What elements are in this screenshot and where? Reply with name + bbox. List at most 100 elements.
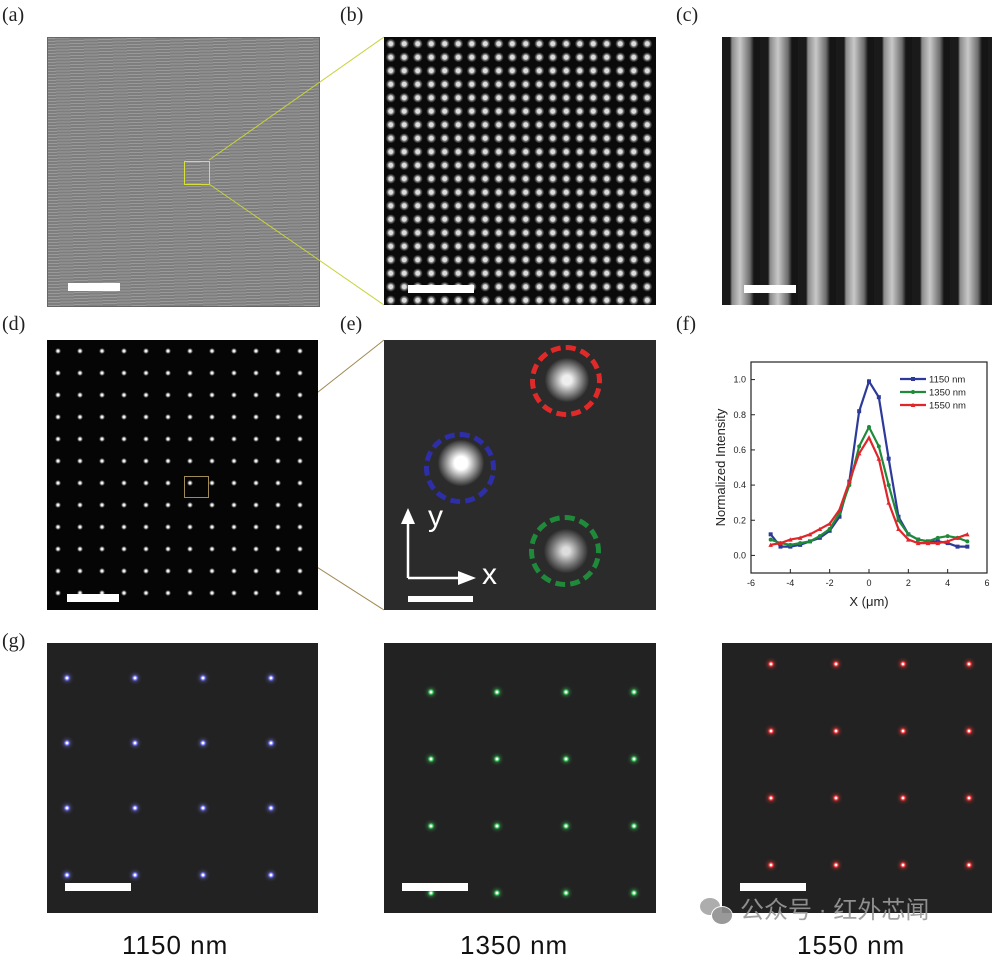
x-tick-label: 6 <box>984 578 989 588</box>
panel-label-e: (e) <box>340 313 363 335</box>
intensity-profile-chart: -6 -4 -2 0 2 4 6 0.0 0.2 0.4 0.6 0.8 1.0 X (μm) Normal… <box>713 361 990 609</box>
focal-spot-zoom-image: y x <box>384 340 656 610</box>
focal-spot <box>64 872 70 878</box>
focal-spot <box>966 862 972 868</box>
zoom-line <box>208 36 385 161</box>
focal-spot <box>900 728 906 734</box>
data-point <box>876 456 882 461</box>
x-tick-label: 0 <box>866 578 871 588</box>
focal-spot <box>494 823 500 829</box>
focal-spot <box>64 805 70 811</box>
focal-spot <box>563 756 569 762</box>
focal-spot <box>833 795 839 801</box>
y-tick-label: 0.0 <box>733 550 746 560</box>
focal-spot <box>768 862 774 868</box>
scale-bar <box>67 594 119 602</box>
focal-spot <box>200 805 206 811</box>
wechat-icon <box>700 898 733 925</box>
x-tick-label: -4 <box>786 578 794 588</box>
data-point <box>935 535 940 540</box>
panel-label-f: (f) <box>676 313 696 335</box>
data-point <box>955 544 960 549</box>
y-tick-label: 0.6 <box>733 445 746 455</box>
arrow-up-icon <box>401 508 415 524</box>
data-point <box>768 532 773 537</box>
focal-spot-array-image <box>47 340 318 610</box>
data-point <box>857 409 862 414</box>
focal-spot <box>132 872 138 878</box>
panel-label-a: (a) <box>2 4 25 26</box>
green-dashed-circle <box>529 515 601 587</box>
y-tick-label: 1.0 <box>733 375 746 385</box>
focal-spot <box>268 872 274 878</box>
data-point <box>788 537 793 542</box>
data-point <box>847 479 852 484</box>
sem-overview-image <box>47 37 320 307</box>
focal-spot <box>900 795 906 801</box>
data-point <box>856 451 862 456</box>
data-point <box>925 540 931 546</box>
data-point <box>837 507 842 512</box>
wavelength-label: 1550 nm <box>797 930 906 960</box>
scale-bar <box>68 283 120 291</box>
data-point <box>867 379 871 384</box>
x-tick-label: -2 <box>826 578 834 588</box>
data-point <box>798 541 803 546</box>
data-point <box>817 526 823 532</box>
focal-spot <box>132 675 138 681</box>
focal-spot <box>268 675 274 681</box>
data-point <box>808 539 812 544</box>
panel-label-b: (b) <box>340 4 364 26</box>
scale-bar <box>408 285 474 293</box>
focal-spot <box>563 890 569 896</box>
x-tick-label: 2 <box>906 578 911 588</box>
focal-spot <box>631 756 637 762</box>
legend-marker <box>910 402 916 407</box>
focal-spot <box>268 805 274 811</box>
zoom-line <box>208 183 385 306</box>
focal-spot <box>428 689 434 695</box>
data-point <box>827 527 832 532</box>
scale-bar <box>402 883 468 891</box>
data-point <box>817 534 822 539</box>
data-point <box>896 518 901 523</box>
x-tick-label: -6 <box>747 578 755 588</box>
legend-label: 1350 nm <box>929 388 966 399</box>
data-point <box>768 542 773 547</box>
wavelength-label: 1150 nm <box>122 930 229 960</box>
focal-spot <box>833 862 839 868</box>
focal-spot <box>631 890 637 896</box>
watermark: 公众号 · 红外芯闻 <box>700 897 929 925</box>
data-point <box>807 532 813 537</box>
focal-spot <box>132 805 138 811</box>
focal-spot <box>132 740 138 746</box>
axis-arrows <box>401 508 476 585</box>
data-point <box>906 532 911 537</box>
data-point <box>867 425 871 430</box>
sem-pillars-image <box>722 37 992 305</box>
data-point <box>876 395 881 400</box>
legend-label: 1150 nm <box>929 375 965 386</box>
focal-spot <box>768 661 774 667</box>
data-point <box>886 483 891 488</box>
scale-bar <box>740 883 806 891</box>
focal-spot <box>833 661 839 667</box>
data-point <box>827 521 832 526</box>
y-axis-label: y <box>428 500 443 533</box>
spot-array-1150nm <box>47 643 318 913</box>
zoom-box <box>184 161 210 185</box>
focal-spot <box>631 689 637 695</box>
x-axis-title: X (μm) <box>849 594 888 609</box>
focal-spot <box>428 890 434 896</box>
focal-spot <box>966 795 972 801</box>
y-tick-label: 0.2 <box>733 515 746 525</box>
data-point <box>866 435 872 440</box>
focal-spot <box>494 890 500 896</box>
data-point <box>935 540 941 546</box>
data-point <box>778 544 783 549</box>
focal-spot <box>966 661 972 667</box>
blue-dashed-circle <box>424 432 496 504</box>
focal-spot <box>64 675 70 681</box>
sem-metasurface-image <box>384 37 656 305</box>
data-point <box>886 500 891 505</box>
